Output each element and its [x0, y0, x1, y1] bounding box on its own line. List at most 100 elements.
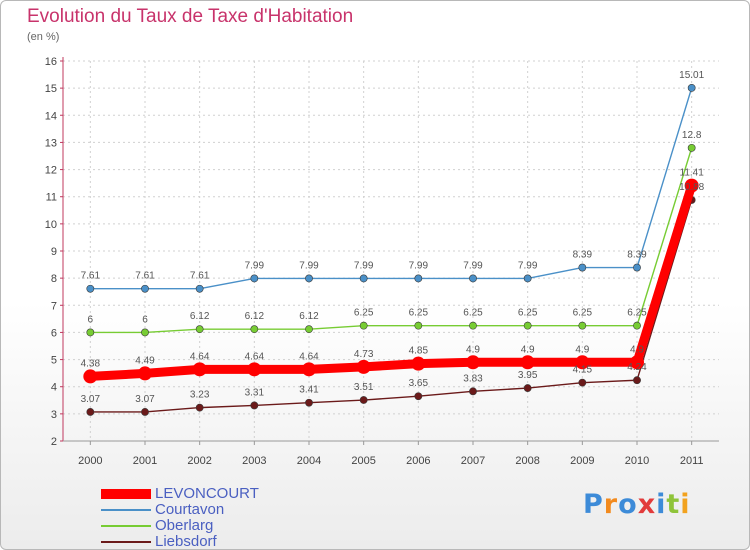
legend-swatch — [101, 509, 151, 511]
data-label: 11.41 — [680, 168, 705, 179]
data-point — [86, 284, 95, 293]
legend-swatch — [101, 489, 151, 499]
data-label: 6.25 — [573, 308, 593, 319]
legend-label: Liebsdorf — [155, 533, 217, 550]
data-label: 10.88 — [679, 182, 704, 193]
data-point — [684, 178, 699, 193]
logo-letter: P — [583, 489, 604, 520]
y-tick-label: 10 — [45, 219, 57, 231]
data-point — [141, 328, 149, 337]
data-label: 6.25 — [354, 308, 374, 319]
logo-letter: r — [603, 489, 619, 520]
data-label: 4.49 — [135, 355, 155, 366]
y-tick-label: 3 — [51, 409, 57, 421]
data-label: 7.99 — [299, 260, 319, 271]
logo-letter: o — [618, 489, 638, 520]
data-label: 12.8 — [682, 130, 702, 141]
data-label: 7.61 — [81, 271, 101, 282]
x-tick-label: 2010 — [625, 455, 649, 467]
y-tick-label: 13 — [45, 137, 57, 149]
x-tick-label: 2006 — [406, 455, 430, 467]
data-point — [250, 401, 259, 410]
data-label: 3.95 — [518, 370, 538, 381]
data-point — [195, 403, 204, 412]
data-label: 6.25 — [518, 308, 538, 319]
x-tick-label: 2002 — [187, 455, 211, 467]
data-point — [359, 396, 368, 404]
data-label: 4.9 — [521, 344, 535, 355]
data-label: 3.65 — [409, 378, 429, 389]
data-label: 8.39 — [627, 250, 647, 261]
data-point — [466, 355, 480, 370]
data-label: 6.12 — [245, 311, 265, 322]
x-tick-label: 2011 — [680, 455, 704, 467]
data-point — [359, 274, 368, 283]
data-point — [523, 274, 532, 283]
y-tick-label: 11 — [46, 192, 57, 204]
legend-label: Courtavon — [155, 501, 225, 518]
data-point — [469, 321, 477, 330]
data-point — [86, 328, 95, 337]
series-line-liebsdorf — [89, 199, 693, 413]
data-label: 6.12 — [299, 311, 319, 322]
data-label: 6.25 — [627, 308, 647, 319]
data-point — [247, 362, 262, 377]
legend-label: LEVONCOURT — [155, 485, 259, 502]
data-label: 6.25 — [409, 308, 429, 319]
legend-label: Oberlarg — [155, 517, 214, 534]
data-label: 4.73 — [354, 349, 374, 360]
y-tick-label: 6 — [51, 327, 57, 339]
data-label: 7.99 — [518, 260, 538, 271]
data-point — [578, 263, 587, 272]
data-label: 8.39 — [573, 250, 593, 261]
data-label: 4.15 — [573, 365, 593, 376]
data-label: 4.64 — [190, 351, 210, 362]
data-label: 3.23 — [190, 390, 210, 401]
data-point — [359, 321, 368, 330]
data-label: 4.9 — [575, 344, 589, 355]
data-point — [138, 366, 152, 381]
x-tick-label: 2008 — [515, 455, 539, 467]
data-label: 3.51 — [354, 382, 374, 393]
data-point — [305, 325, 313, 334]
x-tick-label: 2000 — [78, 455, 102, 467]
data-point — [302, 362, 316, 377]
y-tick-label: 2 — [51, 436, 57, 448]
data-point — [469, 387, 477, 396]
data-label: 7.99 — [409, 260, 429, 271]
data-label: 4.24 — [627, 362, 647, 373]
legend-item: Oberlarg — [101, 517, 401, 534]
data-label: 7.61 — [190, 271, 210, 282]
data-point — [356, 359, 371, 374]
x-tick-label: 2009 — [570, 455, 594, 467]
data-label: 6 — [142, 314, 148, 325]
data-point — [141, 408, 149, 416]
data-point — [195, 325, 204, 334]
data-point — [414, 392, 423, 401]
data-point — [687, 83, 696, 92]
data-label: 3.41 — [299, 385, 319, 396]
data-label: 6 — [88, 314, 94, 325]
data-label: 15.01 — [679, 70, 704, 81]
legend-item: Liebsdorf — [101, 533, 401, 550]
data-point — [414, 274, 423, 283]
data-point — [192, 362, 207, 377]
data-label: 6.25 — [463, 308, 483, 319]
data-point — [141, 284, 149, 293]
data-label: 6.12 — [190, 311, 210, 322]
data-point — [633, 321, 641, 330]
data-point — [86, 408, 95, 416]
data-point — [305, 274, 313, 283]
data-label: 4.9 — [466, 344, 480, 355]
series-line-courtavon — [89, 87, 693, 290]
data-label: 3.07 — [81, 394, 101, 405]
data-label: 7.99 — [354, 260, 374, 271]
data-label: 7.61 — [135, 271, 155, 282]
data-point — [305, 398, 313, 407]
data-point — [687, 143, 696, 152]
series-line-levoncourt — [85, 181, 697, 381]
data-label: 4.85 — [409, 346, 429, 357]
legend-swatch — [101, 525, 151, 527]
